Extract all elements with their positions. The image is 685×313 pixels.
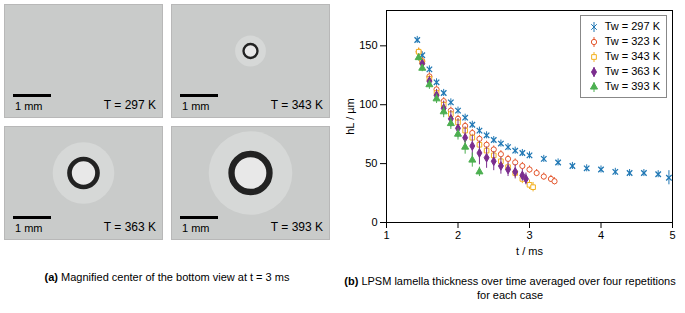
- html-text:Tw = 363 K: Tw = 363 K: [604, 65, 660, 77]
- html-text:Tw = 297 K: Tw = 297 K: [604, 20, 660, 32]
- html-text:T = 393 K: T = 393 K: [270, 220, 323, 234]
- html-text:1 mm: 1 mm: [15, 222, 43, 234]
- html-text:T = 343 K: T = 343 K: [270, 98, 323, 112]
- svg-text:5: 5: [669, 229, 675, 241]
- svg-text:4: 4: [598, 229, 604, 241]
- html-text:(b) LPSM lamella thickness ove: (b) LPSM lamella thickness over time ave…: [344, 275, 676, 301]
- html-text:1 mm: 1 mm: [182, 222, 210, 234]
- html-text:Tw = 323 K: Tw = 323 K: [604, 35, 660, 47]
- svg-text:2: 2: [455, 229, 461, 241]
- html-text:1 mm: 1 mm: [15, 100, 43, 112]
- svg-text:1: 1: [383, 229, 389, 241]
- svg-text:50: 50: [365, 157, 377, 169]
- html-text:(a) Magnified center of the bo: (a) Magnified center of the bottom view …: [44, 271, 290, 283]
- svg-text:3: 3: [526, 229, 532, 241]
- html-text:Tw = 343 K: Tw = 343 K: [604, 50, 660, 62]
- svg-text:100: 100: [359, 98, 377, 110]
- html-text:1 mm: 1 mm: [182, 100, 210, 112]
- svg-text:hL / µm: hL / µm: [344, 98, 356, 135]
- html-text:Tw = 393 K: Tw = 393 K: [604, 80, 660, 92]
- html-text:T = 297 K: T = 297 K: [103, 98, 156, 112]
- svg-text:150: 150: [359, 39, 377, 51]
- svg-text:0: 0: [371, 216, 377, 228]
- html-text:T = 363 K: T = 363 K: [103, 220, 156, 234]
- svg-text:t / ms: t / ms: [516, 245, 543, 257]
